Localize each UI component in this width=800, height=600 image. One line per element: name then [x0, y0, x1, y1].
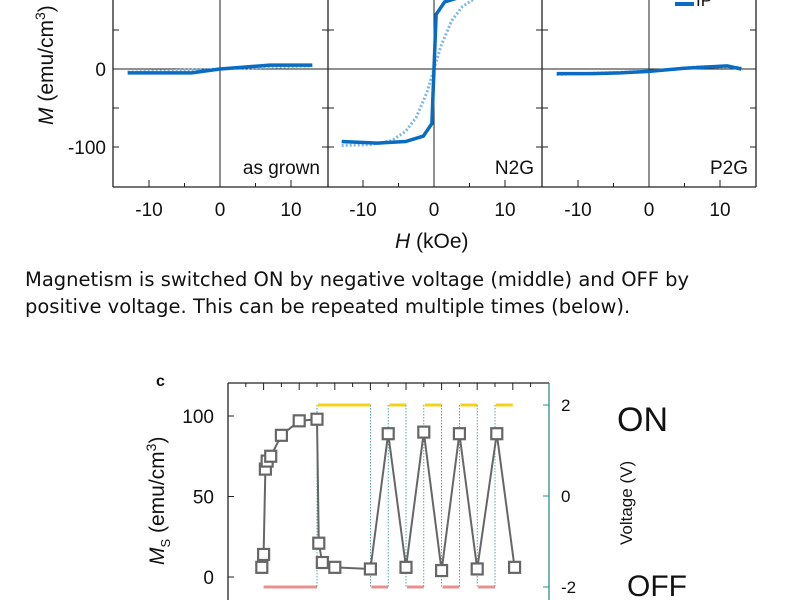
panel-label: as grown: [243, 158, 320, 179]
y-tick-label: 0: [95, 60, 106, 81]
ms-unit-exp: 3: [143, 443, 159, 451]
ms-marker: [257, 547, 271, 562]
ms-marker: [363, 562, 377, 576]
ms-marker: [315, 555, 329, 570]
bottom-y-axis-label: MS (emu/cm3): [143, 437, 173, 565]
y-tick-label: 50: [193, 488, 214, 509]
x-tick-label: 0: [215, 200, 226, 221]
caption-line-1: Magnetism is switched ON by negative vol…: [25, 268, 690, 291]
solid-curve: [556, 64, 742, 76]
panel-label: N2G: [495, 158, 534, 179]
y-unit: (emu/cm: [35, 20, 58, 108]
ms-marker: [310, 412, 324, 426]
switching-chart: 100 50 0 2 0 -2: [182, 382, 576, 600]
ms-marker: [381, 427, 395, 441]
ms-marker: [399, 560, 413, 574]
ms-marker: [292, 414, 306, 428]
x-tick-label: 10: [709, 200, 730, 221]
ms-marker: [417, 425, 431, 439]
ms-marker: [470, 562, 484, 576]
y-tick-label: -100: [68, 138, 106, 159]
on-annotation: ON: [617, 401, 668, 439]
ms-marker: [435, 563, 449, 578]
y2-tick-label: 0: [561, 487, 570, 506]
x-unit: (kOe): [410, 230, 468, 253]
x-tick-label: 10: [280, 200, 301, 221]
ms-marker: [328, 560, 342, 574]
x-tick-label: 0: [429, 200, 440, 221]
y2-tick-label: -2: [561, 578, 576, 597]
ms-marker: [507, 560, 522, 574]
y-tick-label: 100: [182, 407, 214, 428]
y-tick-label: 0: [203, 568, 214, 589]
solid-curve: [341, 0, 457, 145]
x-tick-label: -10: [564, 200, 591, 221]
voltage-axis-label: Voltage (V): [617, 461, 636, 545]
caption: Magnetism is switched ON by negative vol…: [25, 266, 689, 320]
ms-marker: [452, 427, 466, 441]
y-unit-close: ): [35, 5, 58, 12]
ms-symbol: M: [146, 547, 169, 565]
panel-label: P2G: [710, 158, 748, 179]
x-tick-label: -10: [349, 200, 376, 221]
y-unit-exp: 3: [32, 12, 48, 20]
x-symbol: H: [395, 230, 411, 253]
x-tick-label: 10: [494, 200, 515, 221]
x-tick-label: -10: [135, 200, 162, 221]
legend-label-ip: IP: [696, 0, 712, 10]
ms-subscript: S: [158, 539, 173, 548]
ms-marker: [255, 560, 269, 574]
off-annotation: OFF: [627, 570, 687, 600]
caption-line-2: positive voltage. This can be repeated m…: [25, 295, 631, 318]
y2-tick-label: 2: [561, 396, 570, 415]
y-symbol: M: [35, 107, 58, 125]
ms-marker: [264, 449, 278, 463]
panel-label-c: c: [156, 373, 165, 390]
x-tick-label: 0: [644, 200, 655, 221]
top-y-axis-label: M (emu/cm3): [32, 5, 58, 125]
solid-curve: [127, 63, 313, 75]
ms-unit: (emu/cm: [146, 451, 169, 539]
ms-marker: [274, 428, 288, 442]
ms-marker: [312, 536, 326, 550]
ms-unit-close: ): [146, 437, 169, 444]
top-x-axis-label: H (kOe): [395, 230, 469, 253]
ms-marker: [490, 427, 504, 441]
